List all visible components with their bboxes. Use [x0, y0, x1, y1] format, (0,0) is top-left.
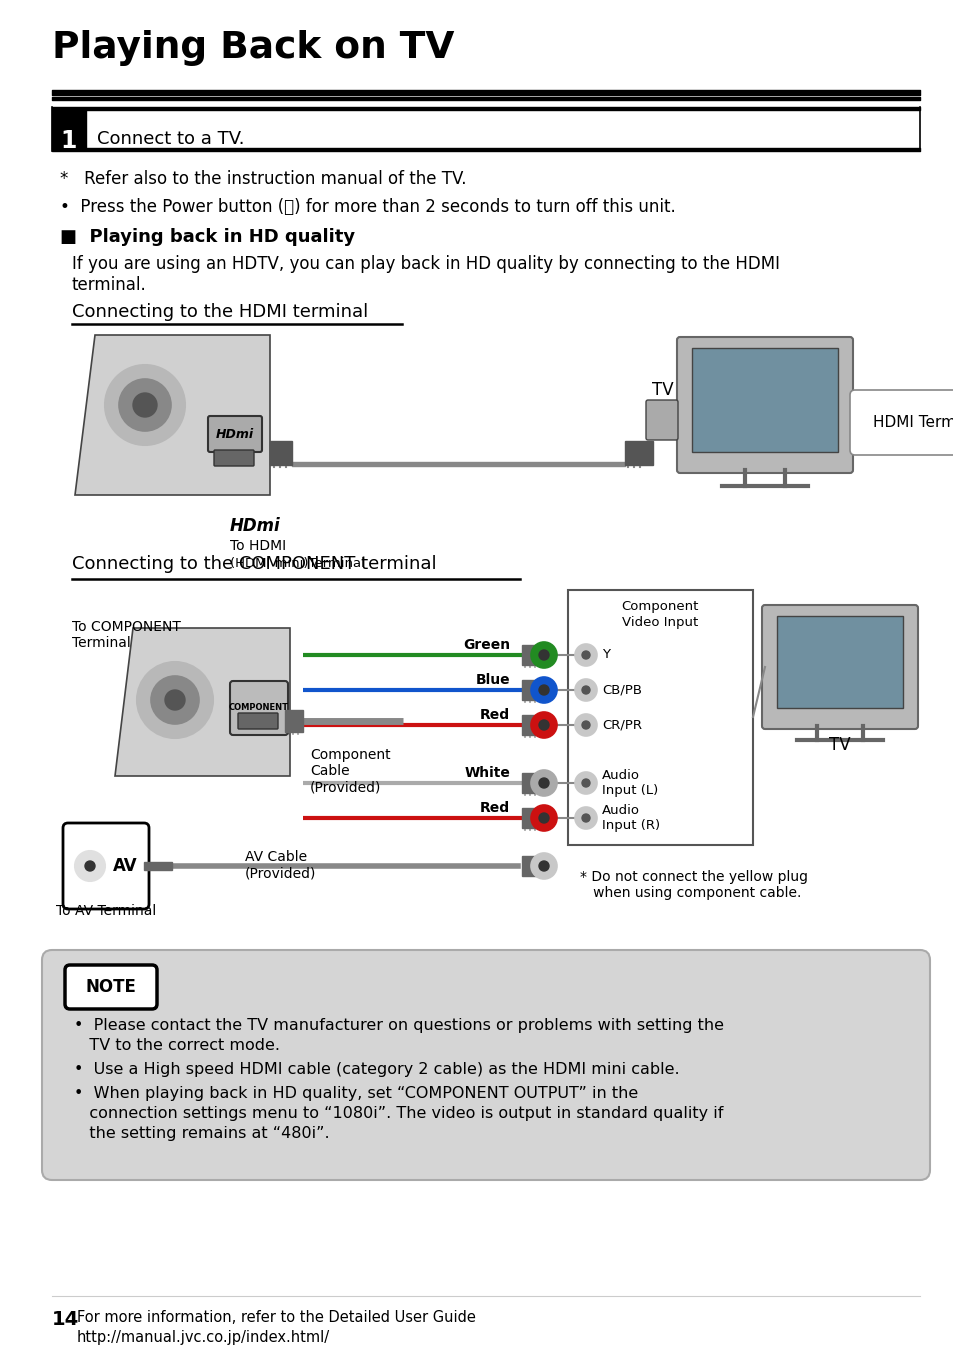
Text: Component
Video Input: Component Video Input	[620, 600, 698, 630]
Text: Red: Red	[479, 801, 510, 816]
Bar	[52, 110, 86, 148]
Circle shape	[531, 642, 557, 668]
Circle shape	[538, 685, 548, 695]
Polygon shape	[75, 335, 270, 495]
Bar	[521, 715, 539, 735]
Circle shape	[581, 687, 589, 693]
Bar	[521, 856, 539, 877]
Circle shape	[75, 851, 105, 881]
Circle shape	[575, 645, 597, 666]
Text: TV: TV	[828, 735, 850, 754]
Circle shape	[581, 721, 589, 729]
Text: Connect to a TV.: Connect to a TV.	[97, 130, 244, 148]
Text: HDmi: HDmi	[230, 517, 280, 535]
Text: AV: AV	[112, 858, 137, 875]
Text: •  Please contact the TV manufacturer on questions or problems with setting the
: • Please contact the TV manufacturer on …	[74, 1018, 723, 1053]
FancyBboxPatch shape	[213, 451, 253, 465]
Text: To HDMI: To HDMI	[230, 539, 286, 554]
Text: Red: Red	[479, 708, 510, 722]
Text: ■  Playing back in HD quality: ■ Playing back in HD quality	[60, 228, 355, 246]
Text: Component
Cable
(Provided): Component Cable (Provided)	[310, 748, 390, 794]
Bar	[776, 616, 902, 708]
Text: CR/PR: CR/PR	[601, 718, 641, 731]
FancyBboxPatch shape	[849, 389, 953, 455]
Text: •  Use a High speed HDMI cable (category 2 cable) as the HDMI mini cable.: • Use a High speed HDMI cable (category …	[74, 1063, 679, 1077]
Circle shape	[105, 365, 185, 445]
Text: To COMPONENT
Terminal: To COMPONENT Terminal	[71, 620, 181, 650]
Text: To AV Terminal: To AV Terminal	[56, 904, 156, 917]
Text: Audio
Input (R): Audio Input (R)	[601, 803, 659, 832]
Text: Connecting to the COMPONENT terminal: Connecting to the COMPONENT terminal	[71, 555, 436, 573]
Circle shape	[165, 689, 185, 710]
Text: •  Press the Power button (⏻) for more than 2 seconds to turn off this unit.: • Press the Power button (⏻) for more th…	[60, 198, 675, 216]
Text: 1: 1	[61, 129, 77, 153]
Bar	[270, 441, 292, 465]
FancyBboxPatch shape	[761, 605, 917, 729]
Bar	[691, 347, 837, 452]
Circle shape	[538, 813, 548, 822]
Bar	[521, 807, 539, 828]
Text: NOTE: NOTE	[86, 978, 136, 996]
Circle shape	[119, 379, 171, 432]
FancyBboxPatch shape	[677, 337, 852, 474]
Polygon shape	[115, 628, 290, 776]
FancyBboxPatch shape	[63, 822, 149, 909]
Circle shape	[581, 651, 589, 660]
Circle shape	[132, 394, 157, 417]
FancyBboxPatch shape	[237, 712, 277, 729]
Circle shape	[575, 772, 597, 794]
Text: TV: TV	[651, 381, 673, 399]
Text: Connecting to the HDMI terminal: Connecting to the HDMI terminal	[71, 303, 368, 322]
Text: Blue: Blue	[475, 673, 510, 687]
FancyBboxPatch shape	[230, 681, 288, 735]
Text: Playing Back on TV: Playing Back on TV	[52, 30, 454, 66]
Text: Audio
Input (L): Audio Input (L)	[601, 769, 658, 797]
Text: White: White	[464, 765, 510, 780]
Text: COMPONENT: COMPONENT	[229, 703, 289, 712]
Circle shape	[531, 854, 557, 879]
Bar	[521, 773, 539, 792]
FancyBboxPatch shape	[645, 400, 678, 440]
Circle shape	[538, 650, 548, 660]
FancyBboxPatch shape	[42, 950, 929, 1181]
Bar	[521, 680, 539, 700]
Text: Y: Y	[601, 649, 609, 661]
Text: If you are using an HDTV, you can play back in HD quality by connecting to the H: If you are using an HDTV, you can play b…	[71, 255, 780, 273]
Text: *   Refer also to the instruction manual of the TV.: * Refer also to the instruction manual o…	[60, 170, 466, 189]
Circle shape	[575, 807, 597, 829]
Text: HDMI Terminal Input: HDMI Terminal Input	[872, 415, 953, 430]
Circle shape	[531, 712, 557, 738]
Text: For more information, refer to the Detailed User Guide: For more information, refer to the Detai…	[77, 1310, 476, 1324]
Text: •  When playing back in HD quality, set “COMPONENT OUTPUT” in the
   connection : • When playing back in HD quality, set “…	[74, 1086, 722, 1141]
Text: 14: 14	[52, 1310, 79, 1329]
Circle shape	[581, 779, 589, 787]
Circle shape	[531, 769, 557, 797]
Circle shape	[137, 662, 213, 738]
Text: http://manual.jvc.co.jp/index.html/: http://manual.jvc.co.jp/index.html/	[77, 1330, 330, 1345]
Circle shape	[538, 721, 548, 730]
Circle shape	[531, 677, 557, 703]
Circle shape	[151, 676, 199, 725]
Bar	[521, 645, 539, 665]
Bar	[624, 441, 652, 465]
Text: Green: Green	[462, 638, 510, 651]
Text: * Do not connect the yellow plug
   when using component cable.: * Do not connect the yellow plug when us…	[579, 870, 807, 900]
Text: AV Cable
(Provided): AV Cable (Provided)	[245, 849, 316, 881]
Circle shape	[85, 860, 95, 871]
Bar	[144, 862, 172, 870]
Circle shape	[575, 678, 597, 702]
Circle shape	[575, 714, 597, 735]
Bar	[567, 590, 752, 845]
Text: HDmi: HDmi	[215, 427, 253, 441]
Circle shape	[531, 805, 557, 830]
FancyBboxPatch shape	[208, 417, 262, 452]
Text: (HDMI mini)Terminal: (HDMI mini)Terminal	[230, 556, 364, 570]
Bar	[285, 710, 303, 731]
FancyBboxPatch shape	[65, 965, 157, 1010]
Circle shape	[581, 814, 589, 822]
Circle shape	[538, 860, 548, 871]
Text: CB/PB: CB/PB	[601, 684, 641, 696]
Text: terminal.: terminal.	[71, 275, 147, 294]
Circle shape	[538, 778, 548, 788]
